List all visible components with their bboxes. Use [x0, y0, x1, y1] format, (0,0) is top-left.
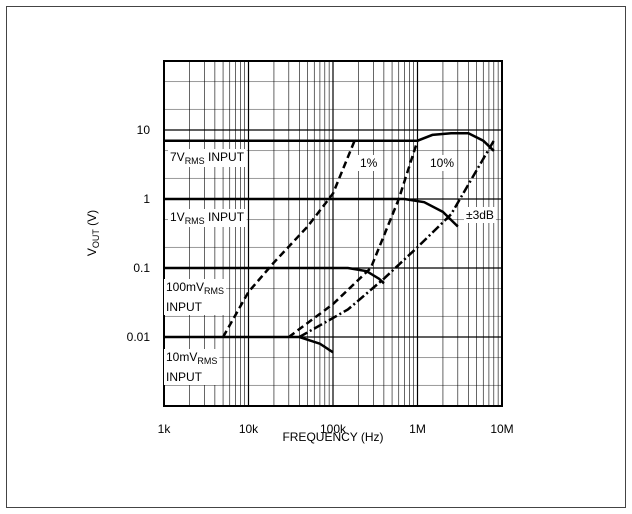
x-tick-label: 1k	[158, 422, 172, 436]
annotation-text: INPUT	[166, 370, 203, 384]
annotation-part: 100mV	[166, 280, 204, 294]
annotation-text: 10%	[430, 156, 454, 170]
annotation-part: RMS	[185, 156, 205, 166]
x-tick-label: 1M	[409, 422, 426, 436]
annotation-part: 1%	[360, 156, 378, 170]
x-tick-label: 10M	[490, 422, 513, 436]
annotation-text: 100mVRMS	[166, 280, 224, 296]
y-axis-label: VOUT (V)	[85, 210, 101, 256]
annotation-bg	[428, 155, 457, 171]
annotation-part: INPUT	[205, 210, 245, 224]
annotation: 7VRMS INPUT	[168, 149, 247, 167]
series-line	[298, 140, 495, 339]
annotation-bg	[168, 149, 247, 167]
annotation: 1%	[358, 155, 380, 171]
annotation-part: 10%	[430, 156, 454, 170]
annotation-text: 7VRMS INPUT	[170, 150, 245, 166]
annotation-part: 10mV	[166, 350, 197, 364]
x-tick-label: 10k	[239, 422, 259, 436]
y-tick-label: 10	[137, 123, 151, 137]
annotation: 1VRMS INPUT	[168, 209, 247, 227]
plot-border	[163, 60, 503, 407]
y-tick-label: 0.01	[127, 330, 151, 344]
annotation-bg	[464, 207, 496, 223]
y-label-tail: (V)	[85, 210, 99, 229]
series-line	[222, 140, 356, 338]
annotation-part: RMS	[197, 356, 217, 366]
annotation: ±3dB	[464, 207, 496, 223]
annotation-text: INPUT	[166, 300, 203, 314]
annotation-bg	[164, 349, 220, 385]
annotation-bg	[168, 209, 247, 227]
annotation-text: 1VRMS INPUT	[170, 210, 245, 226]
annotation: 10%	[428, 155, 457, 171]
annotation-text: ±3dB	[466, 208, 494, 222]
y-label-sub: OUT	[91, 229, 101, 249]
annotation-part: 7V	[170, 150, 185, 164]
frame	[6, 6, 626, 508]
annotation-text: 10mVRMS	[166, 350, 217, 366]
annotation-bg	[358, 155, 380, 171]
y-tick-label: 1	[143, 192, 150, 206]
x-axis-label: FREQUENCY (Hz)	[282, 430, 383, 444]
x-tick-label: 100k	[320, 422, 347, 436]
annotation-text: 1%	[360, 156, 378, 170]
annotation-part: RMS	[185, 216, 205, 226]
annotation-bg	[164, 279, 227, 315]
annotation-part: ±3dB	[466, 208, 494, 222]
y-tick-label: 0.1	[133, 261, 150, 275]
annotation-part: INPUT	[205, 150, 245, 164]
annotation-part: RMS	[204, 286, 224, 296]
annotation: 10mVRMS INPUT	[164, 349, 220, 385]
series-line	[288, 140, 419, 339]
series-line	[164, 335, 334, 354]
annotation-part: 1V	[170, 210, 185, 224]
y-label-main: V	[85, 248, 99, 256]
